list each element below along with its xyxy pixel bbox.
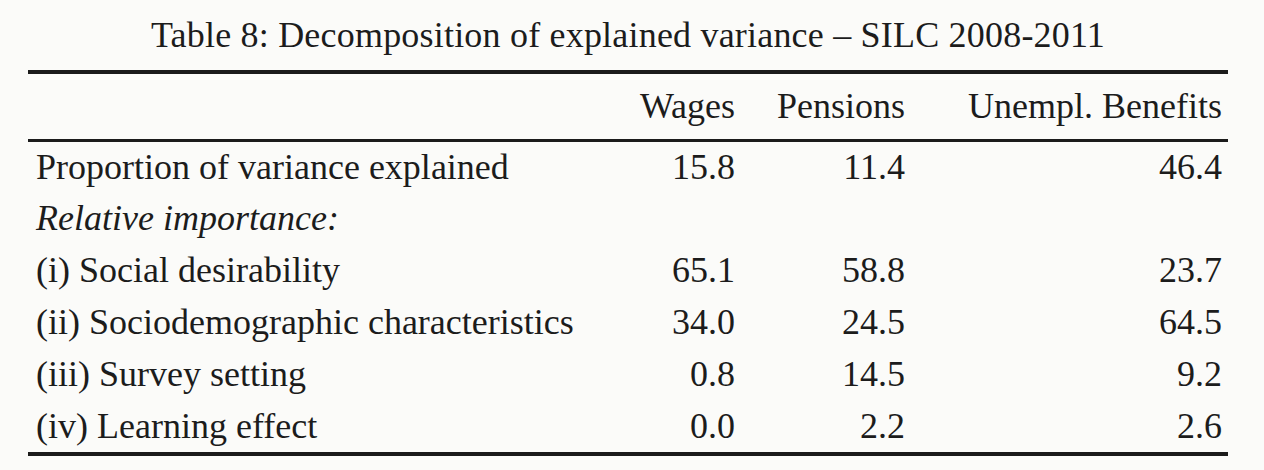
- value-cell-wages: [625, 192, 735, 244]
- value-cell-pensions: 58.8: [735, 244, 905, 296]
- value-cell-unempl: 46.4: [905, 140, 1228, 192]
- row-label: (iv) Learning effect: [28, 400, 625, 452]
- value-cell-pensions: 14.5: [735, 348, 905, 400]
- row-label: (i) Social desirability: [28, 244, 625, 296]
- row-label: Relative importance:: [28, 192, 625, 244]
- table-rules-frame: Wages Pensions Unempl. Benefits Proporti…: [28, 70, 1228, 456]
- table-row-relative-importance: Relative importance:: [28, 192, 1228, 244]
- value-cell-unempl: [905, 192, 1228, 244]
- row-label: (ii) Sociodemographic characteristics: [28, 296, 625, 348]
- value-cell-unempl: 9.2: [905, 348, 1228, 400]
- value-cell-unempl: 64.5: [905, 296, 1228, 348]
- table-row-survey-setting: (iii) Survey setting 0.8 14.5 9.2: [28, 348, 1228, 400]
- column-header-wages: Wages: [625, 74, 735, 140]
- value-cell-unempl: 23.7: [905, 244, 1228, 296]
- row-label: Proportion of variance explained: [28, 140, 625, 192]
- value-cell-pensions: 11.4: [735, 140, 905, 192]
- results-table: Wages Pensions Unempl. Benefits Proporti…: [28, 74, 1228, 452]
- table-row-learning-effect: (iv) Learning effect 0.0 2.2 2.6: [28, 400, 1228, 452]
- table-row-social-desirability: (i) Social desirability 65.1 58.8 23.7: [28, 244, 1228, 296]
- value-cell-wages: 0.8: [625, 348, 735, 400]
- header-empty-cell: [28, 74, 625, 140]
- header-row: Wages Pensions Unempl. Benefits: [28, 74, 1228, 140]
- table-caption: Table 8: Decomposition of explained vari…: [28, 0, 1228, 70]
- paper-table-page: Table 8: Decomposition of explained vari…: [0, 0, 1264, 470]
- column-header-unempl-benefits: Unempl. Benefits: [905, 74, 1228, 140]
- column-header-pensions: Pensions: [735, 74, 905, 140]
- value-cell-unempl: 2.6: [905, 400, 1228, 452]
- table-row-sociodemographic: (ii) Sociodemographic characteristics 34…: [28, 296, 1228, 348]
- value-cell-wages: 34.0: [625, 296, 735, 348]
- table-row-proportion: Proportion of variance explained 15.8 11…: [28, 140, 1228, 192]
- value-cell-pensions: 2.2: [735, 400, 905, 452]
- value-cell-pensions: 24.5: [735, 296, 905, 348]
- value-cell-wages: 0.0: [625, 400, 735, 452]
- value-cell-wages: 65.1: [625, 244, 735, 296]
- row-label: (iii) Survey setting: [28, 348, 625, 400]
- value-cell-wages: 15.8: [625, 140, 735, 192]
- value-cell-pensions: [735, 192, 905, 244]
